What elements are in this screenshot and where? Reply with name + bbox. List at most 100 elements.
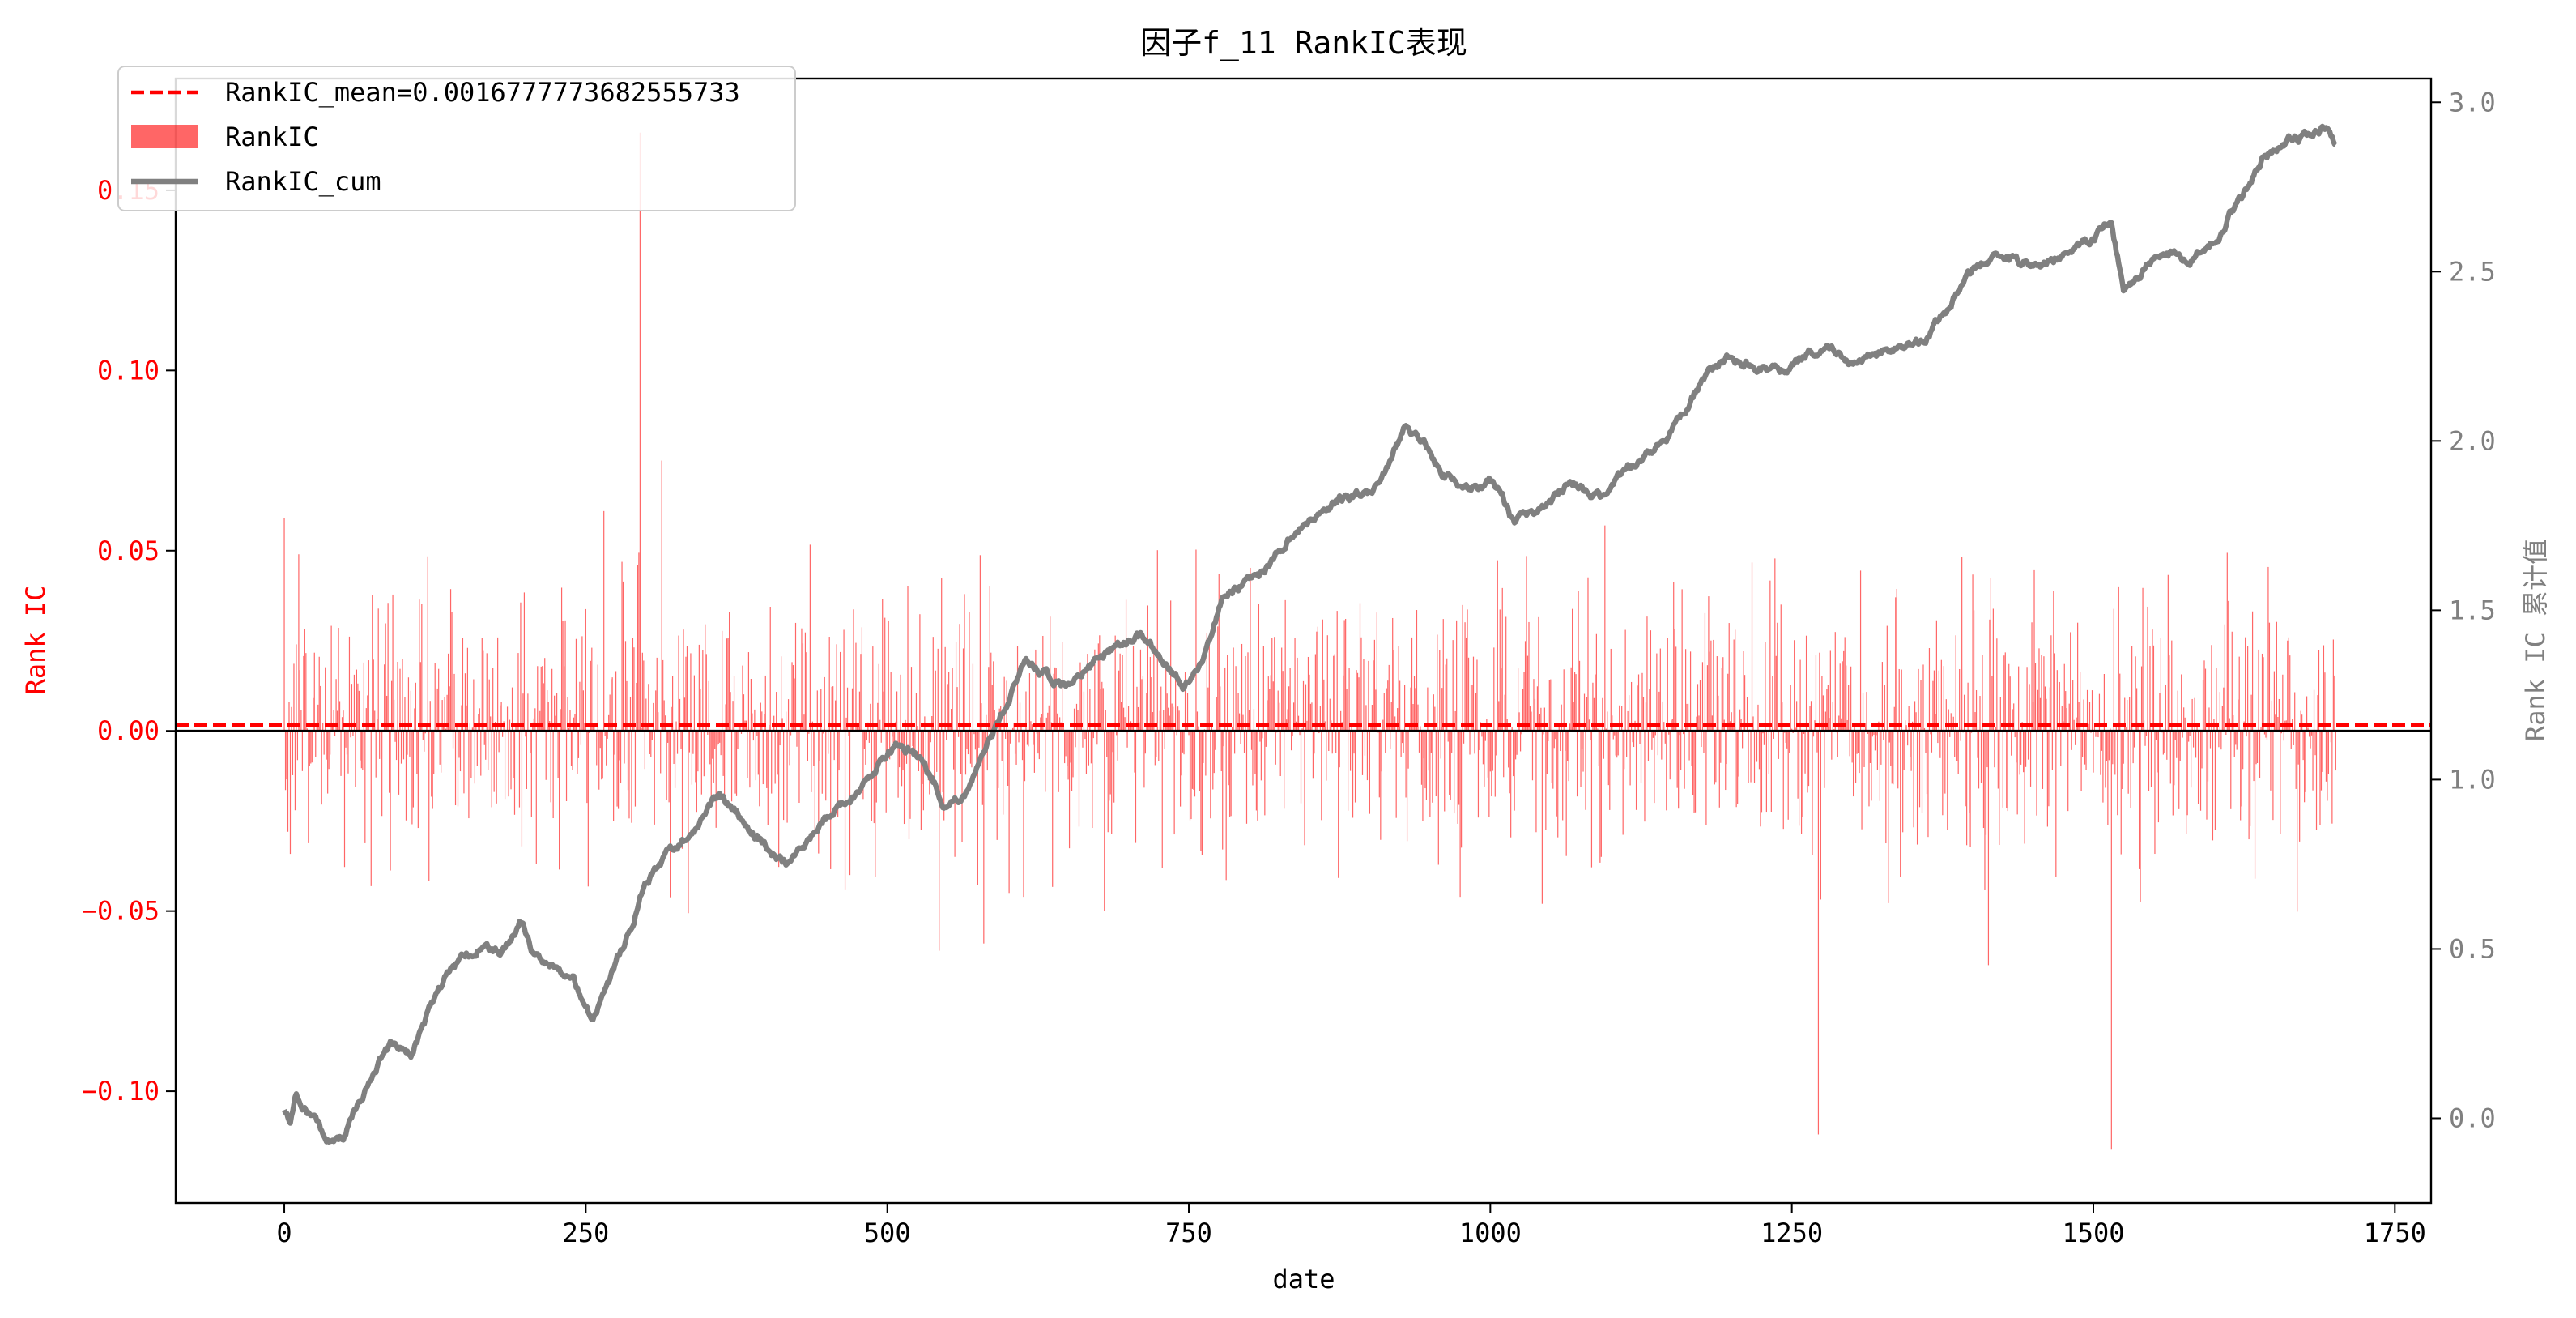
rankic-bar [977,731,978,885]
rankic-bar [1452,640,1454,732]
rankic-bar [1957,731,1959,774]
x-tick-label: 0 [276,1218,292,1248]
rankic-bar [1569,723,1571,732]
rankic-bar [671,676,674,732]
rankic-bar [1867,731,1869,735]
rankic-bar [1632,731,1633,743]
rankic-bar [771,731,773,794]
rankic-bar [646,723,648,732]
rankic-bar [372,595,373,732]
rankic-bar [1322,619,1323,732]
rankic-bar [525,731,526,737]
rankic-bar [813,731,815,766]
rankic-bar [1314,654,1316,732]
rankic-bar [2044,686,2046,732]
rankic-bar [1366,731,1369,781]
rankic-bar [526,731,527,789]
rankic-bar [338,701,341,732]
rankic-bar [1897,731,1899,789]
rankic-bar [948,672,950,732]
rankic-bar [422,731,424,740]
rankic-bar [1307,656,1309,732]
rankic-bar [1305,684,1307,732]
rankic-bar [2225,731,2227,735]
rankic-bar [1851,731,1853,763]
rankic-bar [1160,686,1162,732]
rankic-bar [668,731,670,803]
rankic-bar [2142,587,2144,732]
rankic-bar [1213,731,1215,774]
rankic-bar [428,731,430,881]
rankic-bar [1166,693,1168,732]
rankic-bar [1177,706,1179,732]
rankic-bar [2261,653,2263,732]
rankic-bar [2317,695,2318,732]
rankic-bar [690,653,692,732]
rankic-bar [651,731,653,740]
rankic-bar [409,731,411,757]
rankic-bar [1102,688,1104,732]
rankic-bar [1794,640,1795,732]
rankic-bar [1461,731,1463,848]
rankic-bar [415,682,416,732]
rankic-bar [602,731,603,779]
rankic-bar [424,731,426,734]
rankic-bar [1816,731,1818,753]
rankic-bar [801,628,803,732]
rankic-bar [1441,688,1443,732]
rankic-bar [1422,731,1424,821]
rankic-bar [2014,731,2016,738]
rankic-bar [1675,646,1677,732]
rankic-bar [1658,691,1660,732]
rankic-bar [1153,645,1155,732]
rankic-bar [858,691,861,732]
rankic-bar [1481,731,1483,737]
rankic-bar [1148,724,1150,732]
rankic-bar [2127,731,2129,794]
rankic-bar [2306,696,2308,732]
rankic-bar [1895,597,1897,732]
rankic-bar [2231,631,2233,732]
rankic-bar [913,731,915,753]
rankic-bar [2230,731,2232,809]
rankic-bar [1683,731,1684,735]
rankic-bar [1901,669,1902,732]
rankic-bar [1526,655,1529,732]
rankic-bar [1888,731,1890,743]
rankic-bar [1807,731,1810,787]
rankic-bar [697,731,699,772]
rankic-bar [2228,600,2229,732]
rankic-bar [2199,731,2202,811]
rankic-bar [1361,731,1364,775]
rankic-bar [1045,717,1047,732]
rankic-bar [1339,731,1340,768]
rankic-bar [1772,676,1773,732]
rankic-bar [1715,731,1717,783]
rankic-bar [584,723,585,732]
rankic-bar [892,731,894,749]
rankic-bar [1546,731,1548,774]
rankic-bar [1152,712,1153,732]
rankic-bar [888,620,889,732]
rankic-bar [1092,731,1094,739]
rankic-bar [1967,682,1969,732]
rankic-bar [996,731,998,840]
rankic-bar [2036,731,2037,816]
rankic-bar [2086,689,2088,732]
rankic-bar [1703,731,1705,753]
rankic-bar [1607,731,1609,786]
rankic-bar [2214,731,2216,830]
rankic-bar [764,675,766,732]
rankic-bar [1774,558,1776,732]
rankic-bar [2042,731,2044,789]
rankic-bar [453,673,455,732]
rankic-bar [1218,574,1220,732]
rankic-bar [1524,641,1526,732]
rankic-bar [903,731,905,825]
rankic-bar [492,668,494,732]
rankic-bar [953,731,955,770]
rankic-bar [2332,639,2334,732]
rankic-bar [667,731,669,743]
rankic-bar [897,731,899,798]
y-left-tick-label: 0.00 [97,715,160,746]
